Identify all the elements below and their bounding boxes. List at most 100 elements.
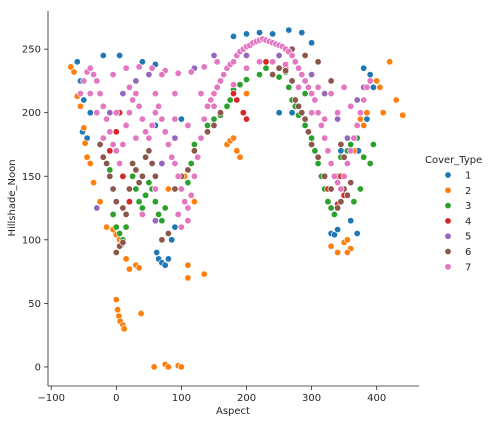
data-point <box>327 90 335 98</box>
data-point <box>116 160 124 168</box>
data-point <box>337 147 345 155</box>
data-point <box>366 77 374 85</box>
data-point <box>90 71 98 79</box>
data-point <box>112 223 120 231</box>
data-point <box>119 172 127 180</box>
legend-marker <box>444 232 452 240</box>
legend-entry-2: 2 <box>444 186 471 197</box>
legend-title: Cover_Type <box>425 155 482 166</box>
data-point <box>301 77 309 85</box>
legend-label: 3 <box>465 201 471 212</box>
data-point <box>164 363 172 371</box>
data-point <box>255 71 263 79</box>
data-point <box>282 67 290 75</box>
data-point <box>275 73 283 81</box>
data-point <box>288 109 296 117</box>
legend-label: 5 <box>465 232 471 243</box>
data-point <box>334 204 342 212</box>
data-point <box>330 231 338 239</box>
data-point <box>343 249 351 257</box>
data-point <box>217 77 225 85</box>
data-point <box>334 226 342 234</box>
data-point <box>243 76 251 84</box>
data-point <box>122 210 130 218</box>
data-point <box>255 29 263 37</box>
data-point <box>275 51 283 59</box>
data-point <box>112 147 120 155</box>
data-point <box>340 153 348 161</box>
data-point <box>138 115 146 123</box>
data-point <box>138 58 146 66</box>
data-point <box>70 68 78 76</box>
data-point <box>360 121 368 129</box>
data-point <box>109 141 117 149</box>
data-point <box>151 90 159 98</box>
data-point <box>308 141 316 149</box>
data-point <box>112 249 120 257</box>
data-point <box>153 249 161 257</box>
data-point <box>150 363 158 371</box>
data-point <box>122 255 130 263</box>
y-tick-label: 200 <box>22 108 41 119</box>
data-point <box>343 191 351 199</box>
data-point <box>155 102 163 110</box>
data-point <box>197 90 205 98</box>
data-point <box>288 77 296 85</box>
data-point <box>220 71 228 79</box>
data-point <box>298 109 306 117</box>
data-point <box>164 185 172 193</box>
x-tick-label: 200 <box>237 393 256 404</box>
data-point <box>311 147 319 155</box>
data-point <box>347 141 355 149</box>
data-point <box>200 270 208 278</box>
data-point <box>255 58 263 66</box>
data-point <box>269 30 277 38</box>
data-point <box>129 172 137 180</box>
data-point <box>399 111 407 119</box>
data-point <box>112 296 120 304</box>
data-point <box>112 198 120 206</box>
data-point <box>77 102 85 110</box>
data-point <box>353 230 361 238</box>
data-point <box>155 210 163 218</box>
data-point <box>184 121 192 129</box>
legend-entry-4: 4 <box>444 216 471 227</box>
data-point <box>295 102 303 110</box>
data-point <box>151 172 159 180</box>
data-point <box>366 71 374 79</box>
data-point <box>112 109 120 117</box>
data-point <box>239 109 247 117</box>
data-point <box>168 236 176 244</box>
legend-entry-7: 7 <box>444 262 471 273</box>
data-point <box>129 160 137 168</box>
data-point <box>125 265 133 273</box>
x-tick-label: 100 <box>172 393 191 404</box>
data-point <box>86 64 94 72</box>
data-point <box>106 128 114 136</box>
data-point <box>168 153 176 161</box>
data-point <box>327 185 335 193</box>
data-point <box>109 210 117 218</box>
data-point <box>223 102 231 110</box>
data-point <box>109 185 117 193</box>
data-point <box>164 255 172 263</box>
data-point <box>373 77 381 85</box>
data-point <box>177 115 185 123</box>
x-tick-label: −100 <box>38 393 65 404</box>
data-point <box>151 198 159 206</box>
data-point <box>161 128 169 136</box>
series-1 <box>73 26 377 269</box>
series-2 <box>67 58 407 371</box>
data-point <box>184 274 192 282</box>
data-point <box>285 83 293 91</box>
data-point <box>210 90 218 98</box>
data-point <box>275 64 283 72</box>
data-point <box>301 90 309 98</box>
data-point <box>226 96 234 104</box>
data-point <box>230 90 238 98</box>
data-point <box>360 96 368 104</box>
data-point <box>334 249 342 257</box>
data-point <box>243 30 251 38</box>
x-tick-label: 300 <box>302 393 321 404</box>
data-point <box>350 198 358 206</box>
